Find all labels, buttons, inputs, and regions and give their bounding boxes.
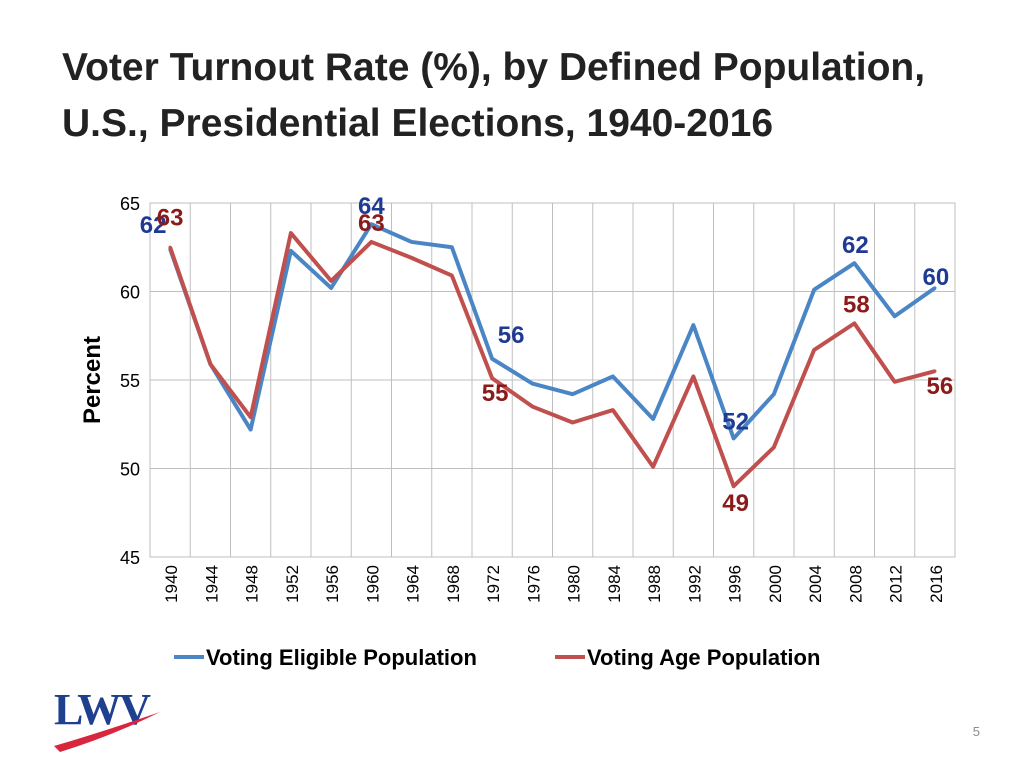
data-label: 62 bbox=[842, 232, 869, 259]
data-point bbox=[933, 369, 937, 373]
x-tick-label: 1988 bbox=[645, 565, 664, 603]
lwv-logo-letters: LWV bbox=[54, 685, 151, 734]
x-tick-label: 2016 bbox=[927, 565, 946, 603]
data-label: 55 bbox=[482, 380, 509, 407]
lwv-logo: LWV bbox=[54, 685, 160, 752]
x-tick-label: 1956 bbox=[323, 565, 342, 603]
data-label: 60 bbox=[923, 264, 950, 291]
data-point bbox=[772, 392, 776, 396]
data-point bbox=[893, 314, 897, 318]
data-point bbox=[490, 357, 494, 361]
y-tick-label: 55 bbox=[120, 371, 140, 391]
data-label: 64 bbox=[358, 193, 385, 220]
x-tick-label: 1964 bbox=[404, 565, 423, 603]
data-point bbox=[732, 484, 736, 488]
data-point bbox=[772, 445, 776, 449]
data-point bbox=[329, 279, 333, 283]
data-label: 63 bbox=[358, 210, 385, 237]
data-point bbox=[490, 376, 494, 380]
data-point bbox=[571, 420, 575, 425]
data-point bbox=[289, 249, 293, 253]
data-point bbox=[410, 256, 414, 260]
data-point bbox=[450, 245, 454, 249]
data-label: 52 bbox=[722, 408, 749, 435]
data-point bbox=[812, 348, 816, 352]
x-tick-label: 1992 bbox=[685, 565, 704, 603]
data-point bbox=[530, 381, 534, 386]
data-point bbox=[691, 323, 695, 327]
legend: Voting Eligible Population Voting Age Pop… bbox=[174, 645, 820, 670]
y-tick-label: 50 bbox=[120, 460, 140, 480]
turnout-line-chart: 45 50 55 60 65 1940 1944 1948 1952 1956 1960 1964 19… bbox=[79, 193, 956, 670]
y-axis-title: Percent bbox=[79, 336, 106, 424]
data-point bbox=[168, 245, 172, 249]
legend-label-1: Voting Age Population bbox=[587, 645, 820, 670]
x-tick-label: 2008 bbox=[846, 565, 865, 603]
title-line-1: Voter Turnout Rate (%), by Defined Popul… bbox=[62, 46, 926, 89]
data-point bbox=[651, 465, 655, 469]
data-label: 49 bbox=[722, 490, 749, 517]
x-tick-label: 1968 bbox=[444, 565, 463, 603]
data-label: 56 bbox=[927, 373, 954, 400]
data-label: 62 bbox=[140, 212, 167, 239]
series-line-1 bbox=[168, 231, 936, 489]
x-tick-label: 1996 bbox=[726, 565, 745, 603]
data-point bbox=[852, 261, 856, 265]
x-tick-label: 2012 bbox=[887, 565, 906, 603]
x-tick-label: 2004 bbox=[806, 565, 825, 603]
data-point bbox=[933, 286, 937, 290]
data-point bbox=[732, 436, 736, 441]
x-tick-label: 1940 bbox=[162, 565, 181, 603]
data-point bbox=[852, 321, 856, 325]
data-point bbox=[208, 362, 212, 366]
data-point bbox=[611, 408, 615, 412]
slide-title: Voter Turnout Rate (%), by Defined Popul… bbox=[62, 40, 1002, 152]
data-point bbox=[893, 380, 897, 384]
x-tick-label: 1960 bbox=[363, 565, 382, 603]
x-tick-label: 1972 bbox=[484, 565, 503, 603]
data-point bbox=[249, 415, 253, 419]
x-tick-label: 1944 bbox=[202, 565, 221, 603]
data-labels: 62 64 56 52 62 60 63 63 55 49 58 56 bbox=[140, 193, 953, 517]
data-point bbox=[812, 288, 816, 292]
data-point bbox=[651, 417, 655, 421]
data-point bbox=[450, 273, 454, 278]
data-point bbox=[249, 427, 253, 432]
y-tick-label: 45 bbox=[120, 548, 140, 568]
x-tick-label: 1948 bbox=[243, 565, 262, 603]
y-tick-label: 60 bbox=[120, 283, 140, 303]
x-tick-label: 1984 bbox=[605, 565, 624, 603]
legend-label-0: Voting Eligible Population bbox=[206, 645, 477, 670]
axes: 45 50 55 60 65 1940 1944 1948 1952 1956 1960 1964 19… bbox=[79, 194, 946, 603]
data-label: 63 bbox=[157, 204, 184, 231]
title-line-2: U.S., Presidential Elections, 1940-2016 bbox=[62, 102, 774, 145]
data-label: 56 bbox=[498, 322, 525, 349]
page-number: 5 bbox=[972, 724, 980, 739]
x-tick-label: 1952 bbox=[283, 565, 302, 603]
data-point bbox=[571, 392, 575, 396]
data-point bbox=[329, 286, 333, 290]
series-line-0 bbox=[168, 222, 937, 441]
data-point bbox=[611, 374, 615, 379]
x-tick-label: 1980 bbox=[565, 565, 584, 603]
data-point bbox=[530, 404, 534, 409]
gridlines bbox=[149, 202, 956, 558]
series-lines bbox=[168, 222, 937, 489]
data-point bbox=[691, 374, 695, 379]
data-point bbox=[410, 240, 414, 244]
lwv-logo-swoosh bbox=[54, 712, 160, 752]
data-point bbox=[289, 231, 293, 235]
data-point bbox=[369, 222, 373, 226]
y-tick-label: 65 bbox=[120, 194, 140, 214]
x-tick-label: 2000 bbox=[766, 565, 785, 603]
data-label: 58 bbox=[843, 291, 870, 318]
x-tick-label: 1976 bbox=[524, 565, 543, 603]
data-point bbox=[369, 240, 373, 244]
